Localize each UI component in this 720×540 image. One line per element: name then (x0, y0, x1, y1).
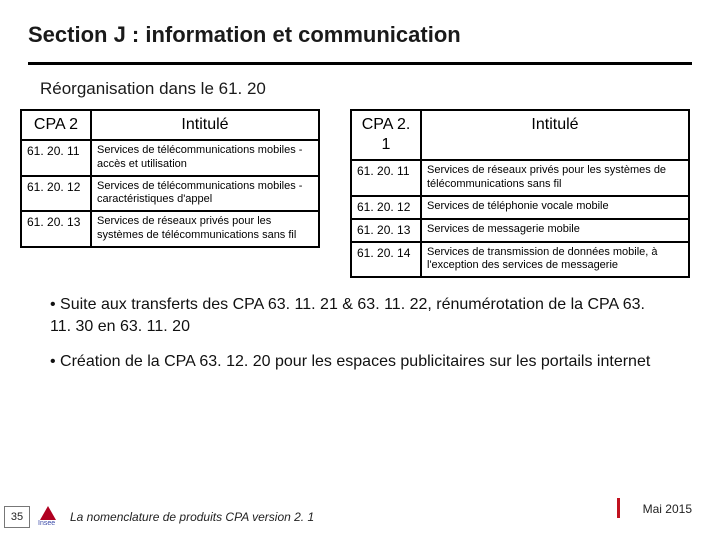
cell-code: 61. 20. 11 (21, 140, 91, 176)
table-row: 61. 20. 13 Services de réseaux privés po… (21, 211, 319, 247)
cell-label: Services de réseaux privés pour les syst… (421, 160, 689, 196)
logo-text: Insee (38, 520, 55, 527)
table-row: 61. 20. 12 Services de téléphonie vocale… (351, 196, 689, 219)
th-label-right: Intitulé (421, 110, 689, 160)
table-row: 61. 20. 11 Services de télécommunication… (21, 140, 319, 176)
footer-note: La nomenclature de produits CPA version … (70, 510, 314, 524)
bullet-item: • Suite aux transferts des CPA 63. 11. 2… (50, 294, 670, 337)
table-row: 61. 20. 11 Services de réseaux privés po… (351, 160, 689, 196)
cell-code: 61. 20. 13 (351, 219, 421, 242)
th-code-right: CPA 2. 1 (351, 110, 421, 160)
th-code-left: CPA 2 (21, 110, 91, 140)
cell-code: 61. 20. 11 (351, 160, 421, 196)
page-number: 35 (4, 506, 30, 528)
cell-code: 61. 20. 12 (21, 176, 91, 212)
table-row: 61. 20. 14 Services de transmission de d… (351, 242, 689, 278)
cell-code: 61. 20. 12 (351, 196, 421, 219)
cell-code: 61. 20. 13 (21, 211, 91, 247)
footer-date: Mai 2015 (643, 502, 692, 516)
page-title: Section J : information et communication (28, 22, 692, 48)
table-cpa21: CPA 2. 1 Intitulé 61. 20. 11 Services de… (350, 109, 690, 278)
cell-label: Services de télécommunications mobiles -… (91, 140, 319, 176)
footer: 35 Insee La nomenclature de produits CPA… (0, 494, 720, 540)
subtitle: Réorganisation dans le 61. 20 (0, 65, 720, 109)
logo-triangle-icon (40, 506, 56, 520)
accent-bar (617, 498, 620, 518)
bullet-list: • Suite aux transferts des CPA 63. 11. 2… (0, 278, 720, 373)
cell-label: Services de télécommunications mobiles -… (91, 176, 319, 212)
insee-logo: Insee (38, 506, 60, 528)
cell-label: Services de transmission de données mobi… (421, 242, 689, 278)
cell-label: Services de messagerie mobile (421, 219, 689, 242)
th-label-left: Intitulé (91, 110, 319, 140)
cell-label: Services de réseaux privés pour les syst… (91, 211, 319, 247)
tables-container: CPA 2 Intitulé 61. 20. 11 Services de té… (0, 109, 720, 278)
cell-label: Services de téléphonie vocale mobile (421, 196, 689, 219)
bullet-item: • Création de la CPA 63. 12. 20 pour les… (50, 351, 670, 373)
table-row: 61. 20. 12 Services de télécommunication… (21, 176, 319, 212)
table-row: 61. 20. 13 Services de messagerie mobile (351, 219, 689, 242)
table-cpa2: CPA 2 Intitulé 61. 20. 11 Services de té… (20, 109, 320, 248)
cell-code: 61. 20. 14 (351, 242, 421, 278)
